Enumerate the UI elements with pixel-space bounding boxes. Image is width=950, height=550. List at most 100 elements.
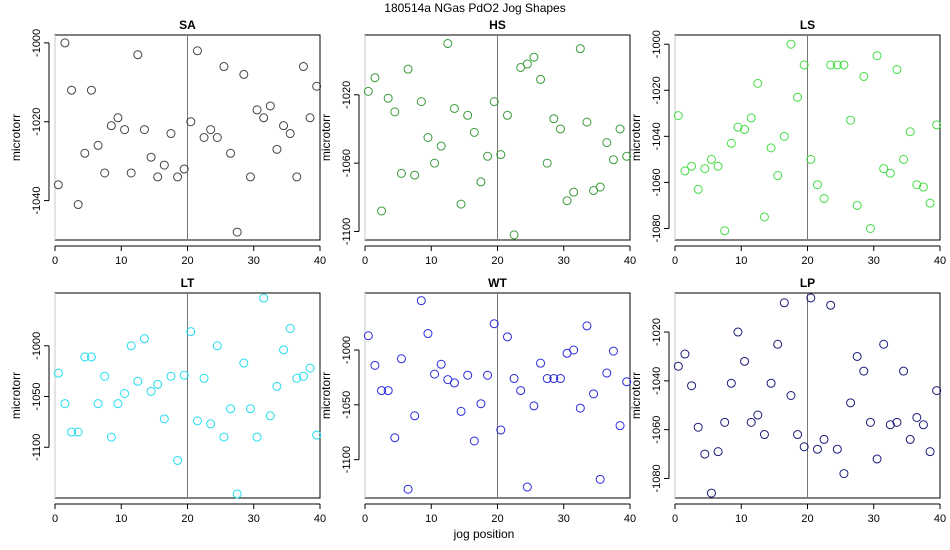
data-point	[879, 164, 889, 174]
data-point	[700, 449, 710, 459]
data-point	[285, 129, 295, 139]
data-point	[766, 378, 776, 388]
data-point	[885, 168, 895, 178]
x-tick-label: 30	[248, 513, 260, 525]
data-point	[483, 151, 493, 161]
data-point	[449, 378, 459, 388]
data-point	[502, 110, 512, 120]
data-point	[680, 166, 690, 176]
data-point	[846, 398, 856, 408]
data-point	[410, 411, 420, 421]
data-point	[93, 140, 103, 150]
data-point	[245, 404, 255, 414]
data-point	[113, 399, 123, 409]
data-point	[932, 386, 942, 396]
x-tick-label: 40	[314, 255, 326, 267]
x-tick-label: 20	[181, 513, 193, 525]
data-point	[687, 161, 697, 171]
data-point	[436, 141, 446, 151]
data-point	[463, 110, 473, 120]
data-point	[186, 117, 196, 127]
data-point	[522, 59, 532, 69]
y-tick-label: -1060	[341, 149, 353, 177]
data-point	[912, 412, 922, 422]
data-point	[892, 417, 902, 427]
x-tick-label: 40	[624, 255, 636, 267]
data-point	[423, 329, 433, 339]
data-point	[812, 444, 822, 454]
y-axis-title: microtorr	[319, 372, 333, 419]
data-point	[839, 469, 849, 479]
data-point	[383, 386, 393, 396]
data-point	[793, 430, 803, 440]
data-point	[549, 374, 559, 384]
panel-lp: LP 0 10 20 30 40 -1020 -1040 -1060 -1080 microtorr	[629, 276, 946, 525]
panel-sa: SA 0 10 20 30 40 -1000 -1020 -1040 microtorr	[9, 18, 326, 267]
data-point	[733, 327, 743, 337]
data-point	[726, 138, 736, 148]
data-point	[899, 154, 909, 164]
data-point	[410, 170, 420, 180]
data-point	[416, 97, 426, 107]
data-point	[555, 374, 565, 384]
data-point	[892, 65, 902, 75]
data-point	[773, 339, 783, 349]
y-tick-label: -1050	[31, 382, 43, 410]
y-tick-label: -1080	[651, 214, 663, 242]
data-point	[139, 334, 149, 344]
data-point	[779, 298, 789, 308]
data-point	[73, 200, 83, 210]
x-tick-label: 10	[735, 255, 747, 267]
x-tick-label: 30	[868, 255, 880, 267]
data-point	[363, 331, 373, 341]
data-point	[192, 46, 202, 56]
figure-title: 180514a NGas PdO2 Jog Shapes	[384, 1, 565, 15]
y-tick-label: -1020	[341, 81, 353, 109]
data-point	[430, 158, 440, 168]
y-tick-label: -1020	[651, 76, 663, 104]
data-point	[166, 129, 176, 139]
panels: SA 0 10 20 30 40 -1000 -1020 -1040 microtorr HS 0 10…	[9, 18, 946, 525]
data-point	[799, 442, 809, 452]
y-tick-label: -1080	[651, 464, 663, 492]
data-point	[759, 212, 769, 222]
data-point	[312, 430, 322, 440]
data-point	[279, 345, 289, 355]
data-point	[292, 373, 302, 383]
data-point	[766, 143, 776, 153]
data-point	[279, 121, 289, 131]
data-point	[589, 389, 599, 399]
data-point	[483, 370, 493, 380]
data-point	[522, 482, 532, 492]
data-point	[549, 114, 559, 124]
y-tick-label: -1060	[651, 168, 663, 196]
data-point	[146, 386, 156, 396]
data-point	[232, 227, 242, 237]
panel-title: SA	[179, 18, 196, 32]
data-point	[575, 403, 585, 413]
x-tick-label: 20	[801, 255, 813, 267]
data-point	[159, 414, 169, 424]
data-point	[706, 488, 716, 498]
data-point	[826, 60, 836, 70]
data-point	[226, 404, 236, 414]
y-tick-label: -1000	[31, 29, 43, 57]
data-point	[608, 155, 618, 165]
data-point	[740, 356, 750, 366]
data-point	[476, 177, 486, 187]
data-point	[740, 124, 750, 134]
data-point	[726, 378, 736, 388]
data-point	[93, 399, 103, 409]
data-point	[529, 401, 539, 411]
data-point	[700, 164, 710, 174]
data-point	[252, 432, 262, 442]
data-point	[239, 69, 249, 79]
data-point	[173, 455, 183, 465]
data-point	[219, 432, 229, 442]
data-point	[403, 484, 413, 494]
data-point	[80, 352, 90, 362]
data-point	[496, 150, 506, 160]
data-point	[199, 133, 209, 142]
data-point	[186, 327, 196, 337]
data-point	[489, 97, 499, 107]
